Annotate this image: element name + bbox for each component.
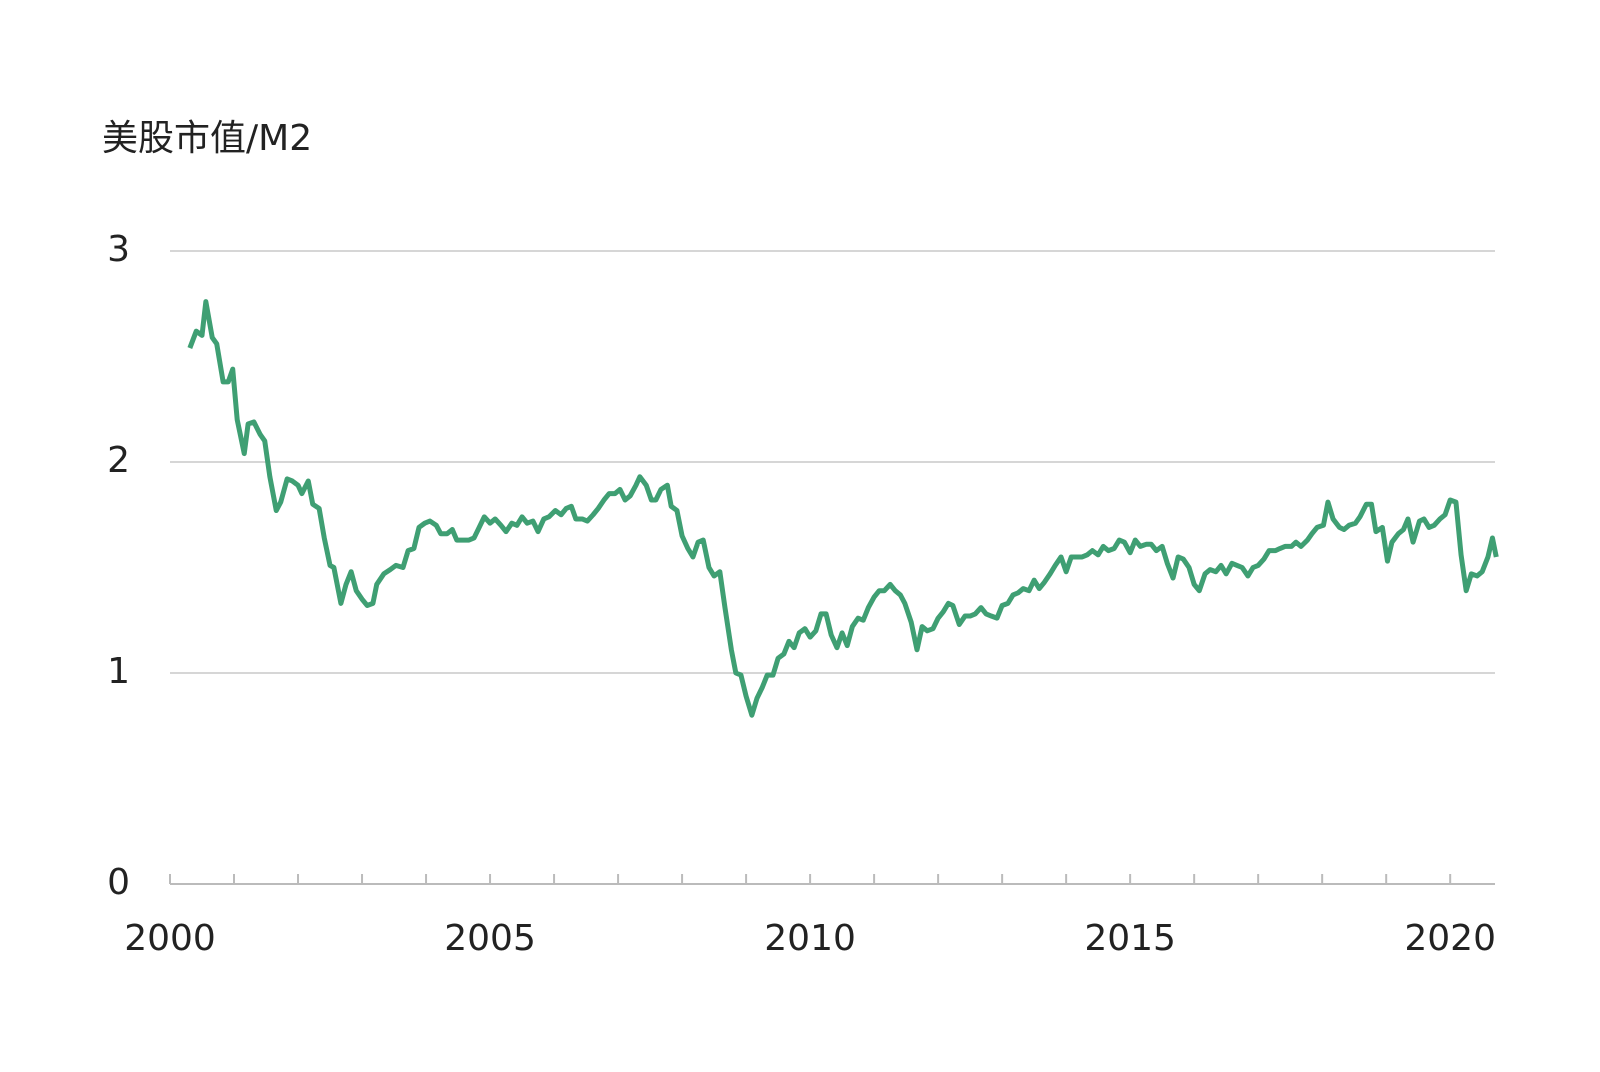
y-tick-label: 3	[107, 229, 130, 270]
x-tick-label: 2020	[1404, 918, 1496, 959]
data-line	[187, 299, 1499, 718]
chart-title: 美股市值/M2	[102, 118, 312, 159]
x-tick-label: 2005	[444, 918, 536, 959]
y-tick-label: 2	[107, 440, 130, 481]
y-tick-label: 1	[107, 651, 130, 692]
x-tick-label: 2015	[1084, 918, 1176, 959]
x-tick-label: 2010	[764, 918, 856, 959]
y-tick-label: 0	[107, 862, 130, 903]
x-tick-label: 2000	[124, 918, 216, 959]
